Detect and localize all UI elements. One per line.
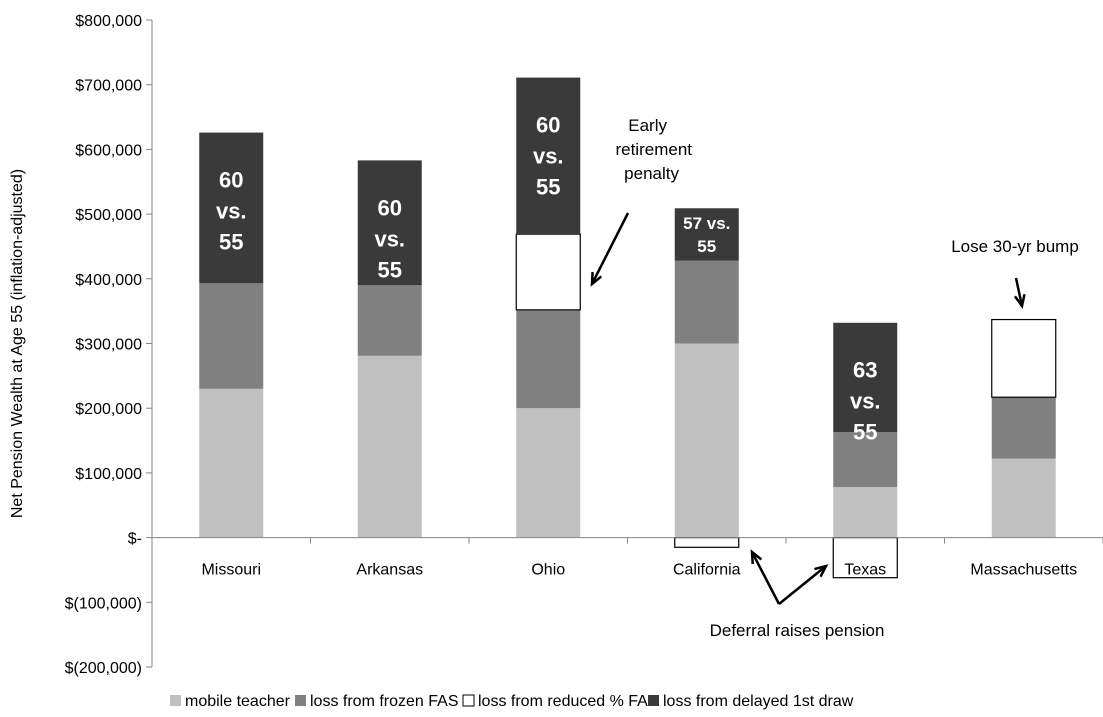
bar-ohio-loss-from-frozen-fas [516, 309, 581, 409]
bar-massachusetts-loss-from-reduced-fas [991, 318, 1057, 398]
legend-label-loss-from-frozen-fas: loss from frozen FAS [310, 693, 459, 710]
arrow-deferral-california [750, 551, 781, 605]
bar-label-line: 60 [536, 113, 560, 138]
annotation-line: retirement [615, 140, 692, 159]
bar-missouri-loss-from-delayed-1st-draw [199, 132, 264, 284]
y-tick-label: $800,000 [75, 13, 142, 30]
legend: mobile teacher loss from frozen FAS loss f… [170, 693, 854, 710]
bar-massachusetts-loss-from-frozen-fas [991, 397, 1056, 459]
bar-label-line: vs. [374, 226, 405, 251]
bar-arkansas-loss-from-frozen-fas [357, 285, 422, 356]
arrow-lose-30-yr-bump [1014, 277, 1024, 307]
bar-label-line: vs. [216, 198, 247, 223]
legend-label-loss-from-delayed-1st-draw: loss from delayed 1st draw [663, 693, 854, 710]
labels-layer: 60 vs. 55 60 vs. 55 60 vs. 55 57 vs. 55 63 vs. 55 [216, 113, 881, 445]
y-tick-label: $700,000 [75, 78, 142, 95]
bar-label-line: 55 [697, 237, 716, 256]
y-tick-label: $(100,000) [65, 595, 142, 612]
legend-label-loss-from-reduced-fas: loss from reduced % FAS [478, 693, 659, 710]
bar-label-california: 57 vs. 55 [683, 214, 730, 256]
bar-missouri-loss-from-frozen-fas [199, 283, 264, 389]
bar-massachusetts-mobile-teacher [991, 458, 1056, 538]
bar-label-line: 55 [219, 229, 243, 254]
bar-label-line: 60 [219, 167, 243, 192]
bar-missouri-mobile-teacher [199, 388, 264, 538]
bar-arkansas-mobile-teacher [357, 355, 422, 538]
bar-label-ohio: 60 vs. 55 [533, 113, 564, 200]
bar-label-line: 60 [378, 195, 402, 220]
bar-label-line: 63 [853, 358, 877, 383]
x-tick-label-ohio: Ohio [531, 562, 565, 579]
x-tick-label-missouri: Missouri [201, 562, 261, 579]
bar-label-line: 55 [536, 175, 560, 200]
y-tick-label: $- [128, 531, 142, 548]
bar-texas-mobile-teacher [833, 487, 898, 538]
annotation-deferral-raises-pension: Deferral raises pension [710, 621, 885, 640]
bar-label-line: 57 vs. [683, 214, 730, 233]
bar-label-line: 55 [853, 420, 877, 445]
legend-swatch-mobile-teacher [170, 695, 181, 706]
y-tick-label: $500,000 [75, 207, 142, 224]
bar-label-line: vs. [533, 144, 564, 169]
y-tick-label: $300,000 [75, 337, 142, 354]
x-tick-label-arkansas: Arkansas [356, 562, 423, 579]
bar-california-mobile-teacher [674, 343, 739, 538]
bar-ohio-mobile-teacher [516, 408, 581, 538]
annotation-line: Early [628, 116, 667, 135]
axes-layer: $800,000 $700,000 $600,000 $500,000 $400,000… [9, 13, 1103, 677]
bar-california-loss-from-frozen-fas [674, 260, 739, 344]
bar-label-line: 55 [378, 257, 402, 282]
bar-texas-loss-from-reduced-fas [832, 536, 898, 579]
y-tick-label: $200,000 [75, 401, 142, 418]
bar-ohio-loss-from-delayed-1st-draw [516, 77, 581, 235]
y-axis-title: Net Pension Wealth at Age 55 (inflation-… [9, 169, 26, 518]
annotation-early-retirement-penalty: Early retirement penalty [615, 116, 692, 183]
bars-layer [199, 77, 1057, 579]
annotation-lose-30-yr-bump: Lose 30-yr bump [951, 237, 1079, 256]
arrow-deferral-texas [778, 565, 827, 605]
bar-ohio-loss-from-reduced-fas [515, 233, 581, 311]
x-tick-label-california: California [673, 562, 741, 579]
legend-swatch-loss-from-reduced-fas [462, 694, 475, 707]
y-tick-label: $400,000 [75, 272, 142, 289]
arrow-deferral-texas-head [814, 564, 829, 578]
bar-label-texas: 63 vs. 55 [850, 358, 881, 445]
x-tick-label-massachusetts: Massachusetts [970, 562, 1077, 579]
bar-california-loss-from-reduced-fas [674, 536, 740, 548]
legend-label-mobile-teacher: mobile teacher [185, 693, 291, 710]
legend-swatch-loss-from-frozen-fas [295, 695, 306, 706]
arrow-lose-30-yr-bump-head [1013, 294, 1026, 309]
y-tick-label: $(200,000) [65, 660, 142, 677]
bar-california-loss-from-delayed-1st-draw [674, 208, 739, 261]
legend-swatch-loss-from-delayed-1st-draw [648, 695, 659, 706]
annotation-line: penalty [624, 164, 679, 183]
arrow-early-retirement [590, 212, 630, 285]
y-tick-label: $100,000 [75, 466, 142, 483]
bar-label-arkansas: 60 vs. 55 [374, 195, 405, 282]
annotations-layer: Early retirement penalty Lose 30-yr bump Def… [590, 116, 1079, 640]
bar-texas-loss-from-delayed-1st-draw [833, 322, 898, 433]
y-tick-label: $600,000 [75, 142, 142, 159]
bar-arkansas-loss-from-delayed-1st-draw [357, 160, 422, 286]
bar-texas-loss-from-frozen-fas [833, 432, 898, 488]
bar-label-line: vs. [850, 389, 881, 414]
arrow-deferral-california-head [750, 549, 763, 565]
x-tick-label-texas: Texas [844, 562, 886, 579]
arrow-early-retirement-head [590, 271, 603, 287]
bar-label-missouri: 60 vs. 55 [216, 167, 247, 254]
